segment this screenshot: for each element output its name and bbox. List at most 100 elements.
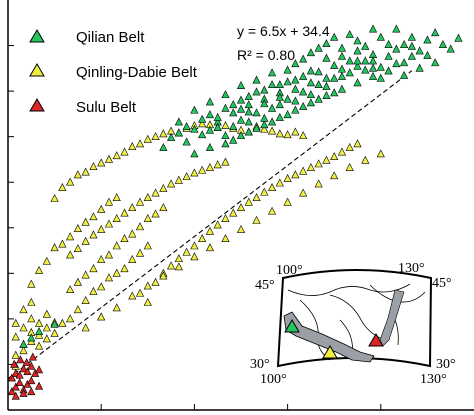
qinling-point [143, 297, 152, 306]
qilian-point [174, 128, 183, 137]
qilian-point [244, 100, 253, 109]
qilian-point [244, 107, 253, 116]
qinling-point [42, 256, 51, 265]
qinling-point [58, 183, 67, 191]
qinling-point [104, 197, 114, 206]
qilian-point [205, 125, 215, 134]
qinling-point [89, 230, 98, 239]
qilian-point [291, 96, 300, 105]
qilian-point [376, 32, 385, 41]
qilian-point [299, 101, 308, 110]
qinling-point [135, 197, 145, 206]
qilian-point [205, 142, 215, 151]
map-label-130-top: 130° [398, 261, 425, 276]
qilian-point [198, 130, 207, 139]
qinling-point [34, 341, 44, 350]
qilian-point [174, 117, 183, 126]
qilian-point [34, 326, 44, 335]
qilian-point [252, 75, 261, 84]
qilian-point [322, 73, 331, 82]
qilian-point [229, 100, 238, 109]
qilian-point [283, 110, 292, 119]
qinling-point [58, 239, 67, 248]
qilian-point [167, 132, 176, 141]
qinling-point [236, 203, 246, 212]
qilian-point [407, 41, 416, 50]
qinling-point [97, 204, 106, 213]
qinling-point [81, 270, 90, 279]
qilian-point [50, 319, 59, 328]
qinling-point [66, 177, 75, 186]
sulu-point [19, 364, 28, 373]
qilian-point [368, 63, 378, 72]
qinling-point [128, 291, 137, 300]
qilian-point [337, 71, 347, 80]
qinling-point [182, 247, 191, 256]
qilian-point [322, 53, 331, 62]
qinling-point [112, 214, 121, 222]
qilian-point [190, 124, 199, 133]
qilian-point [291, 75, 300, 84]
map-label-100-top: 100° [276, 263, 303, 278]
qinling-point [299, 188, 308, 197]
inset-marker-qilian [284, 319, 300, 333]
qinling-point [128, 203, 137, 212]
sulu-point [23, 367, 32, 376]
qilian-point [345, 29, 354, 38]
qilian-point [221, 90, 230, 99]
qinling-point [159, 271, 168, 280]
qinling-point [174, 175, 183, 184]
qinling-point [97, 282, 106, 291]
qinling-point [89, 162, 98, 171]
qinling-point [66, 314, 75, 323]
qinling-point [135, 139, 145, 148]
qinling-point [27, 297, 36, 306]
qinling-point [112, 193, 121, 202]
sulu-point [15, 378, 24, 386]
inset-map-orogenic-belt [283, 311, 375, 363]
qilian-point [283, 77, 292, 86]
qinling-point [353, 139, 362, 148]
map-label-30-left: 30° [250, 357, 270, 372]
qinling-point [97, 224, 106, 233]
qilian-point [229, 121, 238, 130]
qinling-point [345, 162, 354, 171]
qinling-point [89, 264, 98, 273]
qinling-point [151, 188, 160, 197]
qilian-point [306, 90, 315, 99]
qinling-point [205, 226, 215, 235]
qilian-point [260, 85, 269, 94]
qilian-point [190, 105, 199, 114]
qinling-point [27, 314, 36, 323]
qilian-point [337, 43, 347, 52]
qinling-point [205, 162, 215, 171]
qinling-point [135, 288, 145, 297]
qinling-point [97, 158, 106, 167]
qilian-point [244, 91, 253, 100]
qilian-point [221, 139, 230, 148]
qinling-point [112, 268, 121, 277]
qinling-point [128, 142, 137, 150]
qinling-point [221, 121, 230, 130]
qinling-point [135, 222, 145, 231]
map-label-130-bottom: 130° [420, 372, 447, 387]
qilian-point [221, 103, 230, 112]
qilian-point [182, 121, 191, 130]
qilian-point [314, 80, 323, 89]
qinling-point [252, 215, 261, 224]
qilian-point [322, 91, 331, 99]
qinling-point [97, 255, 106, 263]
qilian-point [368, 71, 378, 80]
qinling-point [73, 170, 82, 179]
qilian-point [392, 59, 401, 68]
qilian-point [361, 65, 370, 74]
qinling-point [190, 168, 199, 177]
qinling-point [198, 119, 207, 128]
inset-marker-qinling [322, 345, 338, 359]
legend-label-qinling: Qinling-Dabie Belt [76, 64, 198, 81]
map-label-100-bottom: 100° [260, 372, 287, 387]
qinling-point [345, 142, 354, 151]
qinling-point [299, 131, 308, 140]
qilian-point [384, 51, 393, 60]
